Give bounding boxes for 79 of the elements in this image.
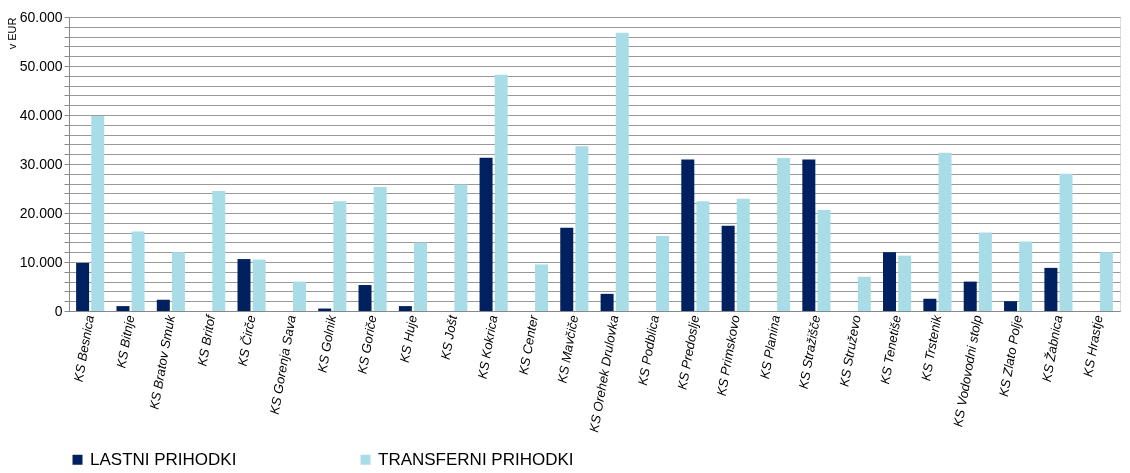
bar	[131, 231, 145, 311]
bar	[479, 157, 493, 311]
bar	[736, 198, 750, 311]
x-tick-label: KS Struževo	[836, 314, 864, 388]
bar	[857, 276, 871, 311]
y-tick-label: 50.000	[19, 57, 63, 74]
x-tick-label: KS Gorenja Sava	[266, 314, 299, 416]
bar	[156, 299, 170, 311]
x-tick-label: KS Golnik	[314, 312, 340, 374]
x-tick-label: KS Podblica	[634, 314, 662, 387]
bar	[883, 252, 897, 311]
bar	[237, 259, 251, 311]
bar	[494, 74, 508, 311]
y-axis-title: v EUR	[5, 17, 18, 50]
bar	[681, 159, 695, 311]
bar	[923, 298, 937, 311]
bar	[1099, 252, 1113, 311]
legend-label: LASTNI PRIHODKI	[90, 449, 237, 469]
bar	[1044, 267, 1058, 311]
x-tick-label: KS Tenetiše	[877, 314, 904, 386]
x-tick-label: KS Jošt	[437, 312, 461, 361]
bar	[91, 115, 105, 311]
bar	[373, 187, 387, 311]
x-tick-label: KS Planina	[757, 314, 783, 381]
bar	[1019, 241, 1033, 311]
bar	[938, 152, 952, 311]
bar	[171, 252, 185, 311]
x-tick-label: KS Hrastje	[1080, 314, 1106, 378]
legend-label: TRANSFERNI PRIHODKI	[378, 449, 574, 469]
y-tick-label: 40.000	[19, 106, 63, 123]
bar	[116, 306, 130, 311]
x-tick-label: KS Stražišče	[795, 314, 824, 391]
bar	[721, 225, 735, 311]
x-tick-label: KS Orehek Drulovka	[586, 314, 622, 434]
bar	[600, 293, 614, 311]
x-tick-label: KS Žabnica	[1038, 314, 1066, 383]
x-tick-label: KS Besnica	[70, 314, 98, 383]
x-tick-label: KS Bratov Smuk	[146, 312, 179, 411]
x-tick-label: KS Goriče	[354, 314, 380, 376]
x-tick-label: KS Čirče	[234, 314, 259, 368]
bar	[560, 227, 574, 311]
x-tick-label: KS Bitnje	[113, 314, 138, 370]
bar	[414, 242, 428, 311]
bar	[777, 158, 791, 311]
x-tick-label: KS Trstenik	[918, 312, 945, 382]
bar	[1004, 301, 1018, 311]
x-tick-label: KS Predoslje	[674, 314, 703, 391]
x-tick-label: KS Primskovo	[713, 314, 743, 398]
y-tick-label: 10.000	[19, 253, 63, 270]
bar	[978, 232, 992, 311]
bar	[898, 255, 912, 311]
bar	[76, 262, 90, 311]
bar	[1059, 173, 1073, 311]
bar	[656, 236, 670, 311]
y-tick-label: 60.000	[19, 8, 63, 25]
x-tick-label: KS Center	[515, 313, 541, 376]
y-tick-label: 30.000	[19, 155, 63, 172]
bar	[535, 264, 549, 311]
bar	[817, 210, 831, 311]
x-tick-label: KS Britof	[194, 312, 219, 368]
bar	[454, 184, 468, 311]
x-tick-label: KS Mavčiče	[554, 314, 582, 385]
bar	[615, 32, 629, 311]
bar	[292, 281, 306, 311]
x-tick-label: KS Vodovodni stolp	[950, 314, 985, 428]
x-tick-label: KS Huje	[396, 314, 420, 364]
bar	[398, 306, 412, 311]
bar	[575, 146, 589, 311]
bar	[963, 281, 977, 311]
bar	[212, 190, 226, 311]
x-tick-label: KS Kokrica	[474, 314, 501, 381]
x-tick-label: KS Zlato Polje	[995, 314, 1026, 398]
y-tick-label: 0	[54, 302, 63, 319]
bar	[802, 159, 816, 311]
bar	[696, 201, 710, 311]
bar	[333, 201, 347, 311]
bar	[358, 285, 372, 311]
bar	[252, 259, 266, 311]
y-tick-label: 20.000	[19, 204, 63, 221]
